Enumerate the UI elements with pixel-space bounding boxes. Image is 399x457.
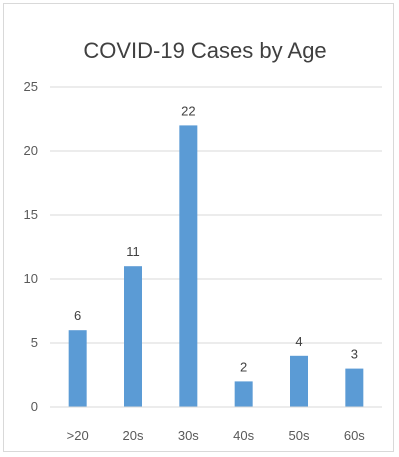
y-tick-label: 0 (31, 399, 38, 414)
y-tick-label: 25 (24, 79, 38, 94)
y-tick-label: 20 (24, 143, 38, 158)
bar (179, 125, 198, 408)
x-axis-categories: >20 20s 30s 40s 50s 60s (67, 428, 366, 443)
bar (290, 355, 308, 407)
data-label: 3 (351, 347, 358, 362)
data-label: 6 (74, 308, 81, 323)
bar (124, 266, 142, 407)
y-tick-label: 10 (24, 271, 38, 286)
chart-frame (3, 3, 394, 452)
bar (234, 381, 253, 407)
category-label: 50s (289, 428, 310, 443)
category-label: 20s (123, 428, 144, 443)
category-label: 30s (178, 428, 199, 443)
bar (345, 368, 364, 407)
chart-title: COVID-19 Cases by Age (83, 38, 326, 63)
bars (68, 125, 364, 408)
y-tick-label: 5 (31, 335, 38, 350)
category-label: 60s (344, 428, 365, 443)
y-axis-ticks: 0 5 10 15 20 25 (24, 79, 38, 414)
category-label: >20 (67, 428, 89, 443)
data-label: 22 (181, 103, 195, 118)
data-label: 2 (240, 359, 247, 374)
data-label: 4 (295, 334, 302, 349)
y-tick-label: 15 (24, 207, 38, 222)
gridlines (50, 86, 382, 344)
category-label: 40s (233, 428, 254, 443)
bar (68, 330, 87, 407)
data-label: 11 (126, 244, 140, 259)
